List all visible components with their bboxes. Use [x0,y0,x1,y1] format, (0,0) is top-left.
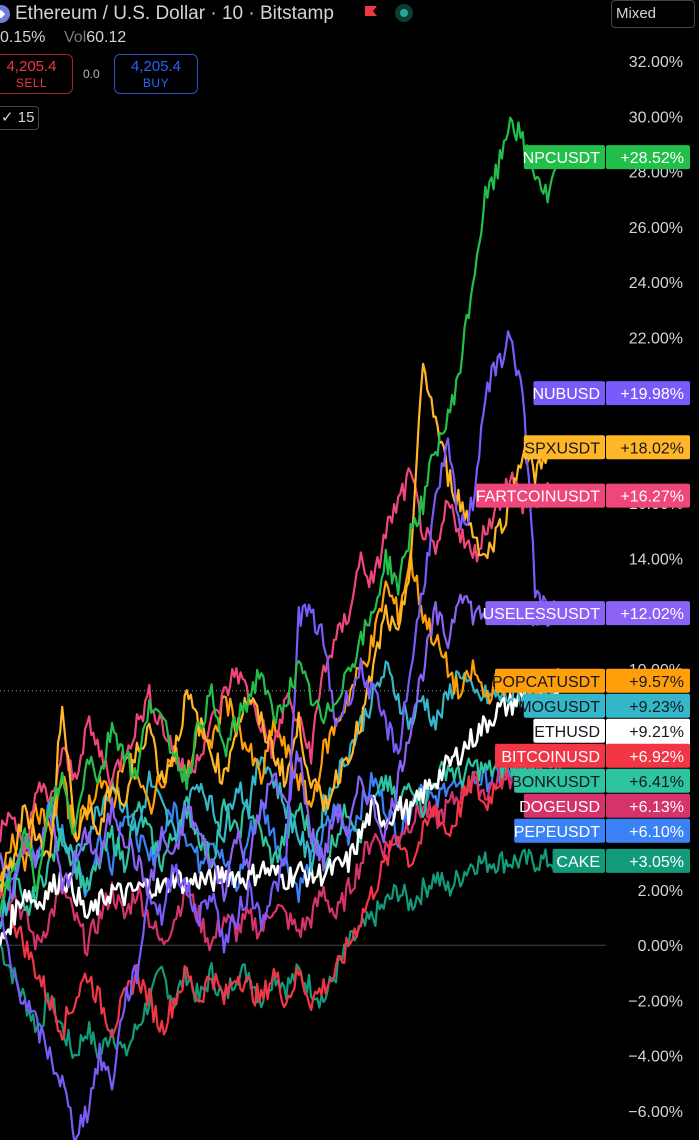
buy-price: 4,205.4 [130,58,182,75]
series-value: +19.98% [620,386,684,403]
flag-icon[interactable] [363,5,379,19]
series-line-bonkusdt [0,755,562,917]
y-tick-label: 0.00% [638,938,683,955]
series-line-popcatusdt [0,550,562,882]
series-name: CAKE [556,854,600,871]
series-value: +6.13% [629,799,684,816]
volume-readout: Vol60.12 [64,29,126,47]
sell-label: SELL [15,76,48,90]
price-axis: 32.00%30.00%28.00%26.00%24.00%22.00%20.0… [628,54,683,1121]
symbol-title[interactable]: Ethereum / U.S. Dollar · 10 · Bitstamp [15,3,334,24]
sell-button[interactable]: 4,205.4 SELL [0,54,73,94]
series-value: +6.10% [629,824,684,841]
volume-value: 60.12 [86,29,127,46]
series-name: BITCOINUSD [501,749,600,766]
series-labels: NPCUSDT +28.52% NUBUSD +19.98% SPXUSDT +18.02… [475,145,690,873]
y-tick-label: −6.00% [628,1104,683,1121]
buy-label: BUY [142,76,170,90]
series-value: +3.05% [629,854,684,871]
label-spxusdt: SPXUSDT +18.02% [523,435,690,460]
label-pepeusdt: PEPEUSDT +6.10% [514,818,690,843]
label-bonkusdt: BONKUSDT +6.41% [511,768,690,793]
sell-price: 4,205.4 [6,58,57,75]
label-popcatusdt: POPCATUSDT +9.57% [492,668,690,693]
y-tick-label: 14.00% [629,551,683,568]
series-value: +9.23% [629,699,684,716]
series-name: ETHUSD [534,724,600,741]
series-value: +9.57% [629,674,684,691]
change-percent: 0.15% [0,29,46,46]
series-line-fartcoinusdt [0,467,561,855]
label-fartcoinusdt: FARTCOINUSDT +16.27% [475,483,690,508]
label-nubusd: NUBUSD +19.98% [532,381,690,406]
series-line-uselessusdt [0,593,561,903]
scale-mode-dropdown[interactable]: Mixed [611,0,695,28]
buy-button[interactable]: 4,205.4 BUY [114,54,198,94]
series-value: +16.27% [620,489,684,506]
y-tick-label: 32.00% [629,54,683,71]
y-tick-label: 24.00% [629,275,683,292]
label-dogeusd: DOGEUSD +6.13% [519,793,690,818]
label-cake: CAKE +3.05% [552,848,690,873]
series-line-npcusdt [0,116,562,916]
series-name: NPCUSDT [523,150,601,167]
y-tick-label: 26.00% [629,220,683,237]
interval-value: 15 [17,109,35,126]
series-value: +6.41% [629,774,684,791]
series-line-nubusd [0,330,562,1140]
y-tick-label: −2.00% [628,993,683,1010]
series-value: +6.92% [629,749,684,766]
chart-header: ◆ Ethereum / U.S. Dollar · 10 · Bitstamp… [0,0,620,130]
label-mogusdt: MOGUSDT +9.23% [518,693,690,718]
label-npcusdt: NPCUSDT +28.52% [523,145,690,170]
interval-selector[interactable]: ✓ 15 [0,106,39,130]
y-tick-label: −4.00% [628,1049,683,1066]
series-value: +12.02% [620,606,684,623]
y-tick-label: 2.00% [638,883,683,900]
label-bitcoinusd: BITCOINUSD +6.92% [495,743,690,768]
series-name: SPXUSDT [524,440,600,457]
series-value: +9.21% [629,724,684,741]
spread-value: 0.0 [83,67,100,81]
series-lines [0,116,562,1140]
y-tick-label: 30.00% [629,109,683,126]
series-value: +28.52% [620,150,684,167]
volume-label: Vol [64,29,87,46]
ethereum-icon: ◆ [0,5,10,23]
series-name: USELESSUSDT [483,606,601,623]
series-name: PEPEUSDT [514,824,600,841]
y-tick-label: 22.00% [629,330,683,347]
series-name: BONKUSDT [511,774,600,791]
series-line-bitcoinusd [0,744,561,1041]
series-line-mogusdt [0,660,561,930]
series-name: NUBUSD [532,386,600,403]
series-name: FARTCOINUSDT [476,489,600,506]
check-icon: ✓ [1,109,14,126]
series-name: DOGEUSD [519,799,600,816]
series-name: MOGUSDT [518,699,600,716]
series-value: +18.02% [620,440,684,457]
label-uselessusdt: USELESSUSDT +12.02% [483,601,690,626]
series-name: POPCATUSDT [492,674,600,691]
series-line-spxusdt [0,362,561,892]
live-dot-icon [395,4,413,22]
